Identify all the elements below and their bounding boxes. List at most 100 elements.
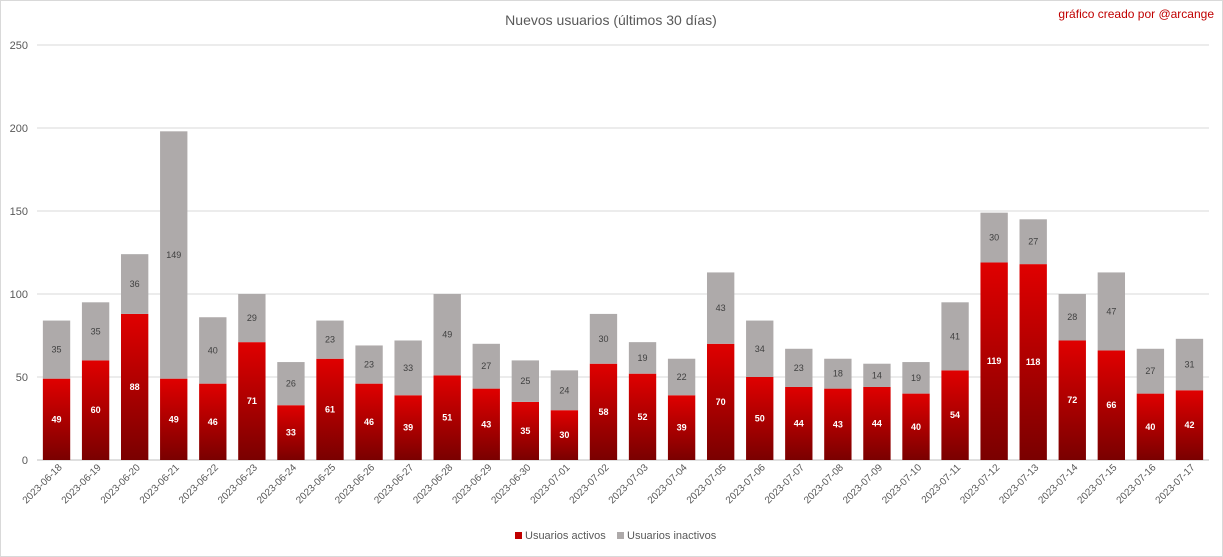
legend-swatch-inactive [617, 532, 624, 539]
bar-active [589, 363, 618, 460]
x-tick-label: 2023-07-01 [529, 462, 573, 506]
x-tick-label: 2023-06-25 [294, 462, 338, 506]
data-label-active: 40 [911, 422, 921, 432]
data-label-inactive: 23 [794, 363, 804, 373]
data-label-active: 71 [247, 396, 257, 406]
bar-inactive [1019, 219, 1047, 265]
x-tick-label: 2023-06-23 [216, 462, 260, 506]
data-label-inactive: 28 [1067, 312, 1077, 322]
data-label-inactive: 25 [520, 376, 530, 386]
bar-inactive [980, 212, 1008, 263]
data-label-inactive: 24 [559, 385, 569, 395]
data-label-inactive: 29 [247, 313, 257, 323]
bar-inactive [902, 362, 930, 394]
data-label-active: 46 [208, 417, 218, 427]
data-label-inactive: 14 [872, 370, 882, 380]
bar-active [511, 401, 540, 460]
x-tick-label: 2023-06-29 [450, 462, 494, 506]
bar-active [941, 370, 969, 460]
bar-inactive [667, 358, 696, 396]
bar-inactive [785, 348, 813, 387]
data-label-active: 58 [598, 407, 608, 417]
data-label-inactive: 34 [755, 344, 765, 354]
data-label-active: 119 [987, 356, 1002, 366]
data-label-inactive: 35 [91, 326, 101, 336]
bar-active [160, 378, 188, 460]
y-axis-ticks: 0 50 100 150 200 250 [10, 40, 28, 467]
data-label-inactive: 30 [598, 334, 608, 344]
bar-inactive [433, 294, 461, 376]
bar-inactive [824, 358, 852, 389]
data-label-active: 30 [559, 430, 569, 440]
data-label-inactive: 23 [364, 360, 374, 370]
y-tick-label: 250 [10, 40, 28, 52]
x-tick-label: 2023-07-11 [920, 462, 964, 506]
data-label-inactive: 33 [403, 363, 413, 373]
data-label-active: 42 [1184, 420, 1194, 430]
bar-inactive [277, 362, 305, 406]
bar-inactive [1136, 348, 1165, 394]
bar-active [199, 383, 227, 460]
bar-inactive [199, 317, 227, 384]
data-label-inactive: 30 [989, 233, 999, 243]
bar-inactive [1097, 272, 1126, 351]
bar-inactive [941, 302, 969, 371]
data-label-inactive: 35 [52, 345, 62, 355]
data-label-active: 44 [872, 418, 882, 428]
bar-inactive [1058, 294, 1086, 341]
data-label-active: 50 [755, 414, 765, 424]
x-tick-label: 2023-06-21 [138, 462, 182, 506]
bar-active [667, 395, 696, 460]
data-label-active: 52 [638, 412, 648, 422]
x-tick-label: 2023-06-18 [21, 462, 65, 506]
data-label-active: 44 [794, 418, 804, 428]
x-tick-label: 2023-06-22 [177, 462, 221, 506]
data-label-inactive: 43 [716, 303, 726, 313]
data-label-inactive: 149 [166, 250, 181, 260]
x-tick-label: 2023-07-15 [1076, 462, 1120, 506]
bar-inactive [238, 294, 266, 343]
x-tick-label: 2023-07-17 [1154, 462, 1198, 506]
bar-inactive [706, 272, 735, 344]
bar-active [824, 388, 852, 460]
bar-active [706, 343, 735, 460]
chart-title: Nuevos usuarios (últimos 30 días) [505, 12, 717, 28]
bar-active [81, 360, 110, 460]
x-tick-label: 2023-07-13 [997, 462, 1041, 506]
data-label-active: 88 [130, 382, 140, 392]
x-tick-label: 2023-07-07 [763, 462, 807, 506]
data-label-inactive: 47 [1106, 306, 1116, 316]
data-label-inactive: 31 [1184, 360, 1194, 370]
x-tick-label: 2023-06-20 [99, 462, 143, 506]
data-label-active: 49 [52, 414, 62, 424]
bar-inactive [42, 320, 71, 379]
x-tick-label: 2023-07-14 [1036, 462, 1080, 506]
x-tick-label: 2023-06-27 [372, 462, 416, 506]
x-tick-label: 2023-06-24 [255, 462, 299, 506]
data-label-inactive: 36 [130, 279, 140, 289]
bar-active [42, 378, 71, 460]
bar-active [472, 388, 500, 460]
x-tick-label: 2023-06-26 [333, 462, 377, 506]
bar-active [277, 405, 305, 460]
legend-label-active: Usuarios activos [525, 530, 606, 542]
x-tick-label: 2023-06-30 [490, 462, 534, 506]
legend: Usuarios activos Usuarios inactivos [515, 530, 717, 542]
x-tick-label: 2023-07-06 [724, 462, 768, 506]
bar-inactive [394, 340, 422, 396]
data-label-inactive: 27 [1145, 366, 1155, 376]
bars: 49 35 60 35 88 36 49 149 46 40 71 29 33 26 61 23 46 23 39 3… [42, 131, 1204, 460]
bar-inactive [81, 302, 110, 361]
bar-active [238, 342, 266, 460]
x-tick-label: 2023-07-02 [568, 462, 612, 506]
x-tick-label: 2023-07-03 [607, 462, 651, 506]
bar-active [863, 386, 891, 460]
data-label-active: 43 [833, 419, 843, 429]
data-label-inactive: 49 [442, 330, 452, 340]
x-tick-label: 2023-07-04 [646, 462, 690, 506]
data-label-active: 39 [677, 423, 687, 433]
bar-active [628, 373, 657, 460]
bar-inactive [746, 320, 774, 377]
bar-active [1136, 393, 1165, 460]
x-tick-label: 2023-07-05 [685, 462, 729, 506]
